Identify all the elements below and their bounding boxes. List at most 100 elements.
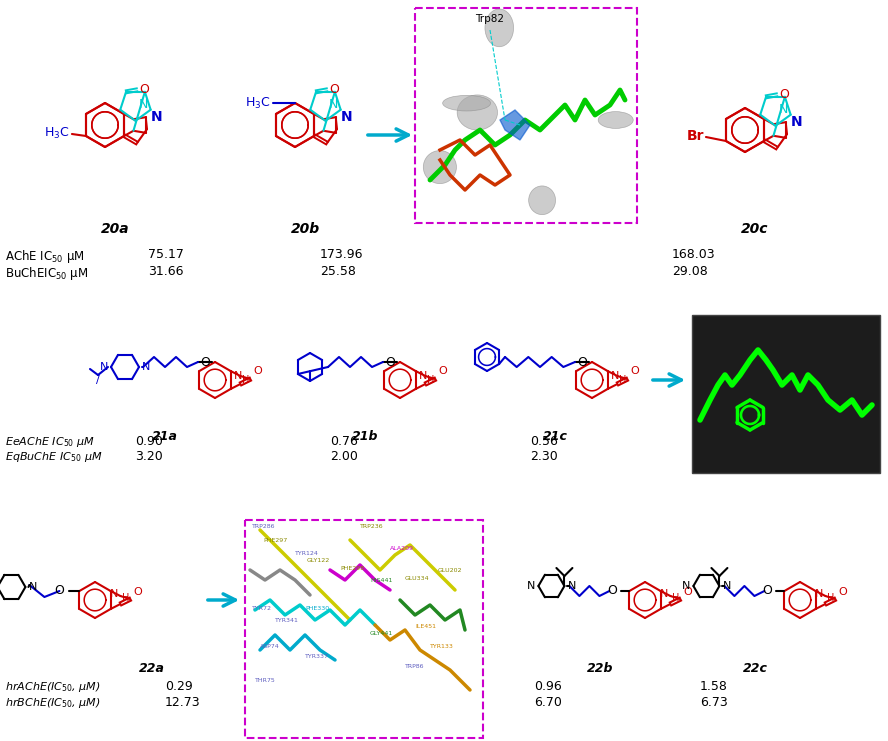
Text: Br: Br [686, 129, 704, 143]
Text: AChE IC$_{50}$ μM: AChE IC$_{50}$ μM [5, 248, 84, 265]
Text: H: H [123, 593, 130, 603]
Text: PHE330: PHE330 [305, 606, 329, 611]
Text: N: N [611, 371, 620, 381]
Text: HIS441: HIS441 [370, 578, 392, 583]
Ellipse shape [457, 95, 497, 130]
Text: O: O [630, 366, 639, 376]
Text: /: / [96, 375, 99, 385]
Text: N: N [723, 581, 731, 591]
Text: ASP74: ASP74 [260, 644, 280, 649]
Text: H: H [427, 375, 435, 385]
Text: 6.73: 6.73 [700, 696, 728, 709]
Text: O: O [200, 356, 210, 368]
Text: O: O [779, 88, 789, 102]
Text: 29.08: 29.08 [672, 265, 708, 278]
Text: O: O [439, 366, 448, 376]
Text: N: N [329, 98, 338, 111]
Text: Trp82: Trp82 [475, 14, 504, 24]
Text: TYR341: TYR341 [275, 618, 299, 623]
Text: N: N [791, 115, 803, 129]
Text: 20a: 20a [100, 222, 130, 236]
Text: 22c: 22c [742, 662, 767, 675]
Text: N: N [234, 371, 242, 381]
Text: O: O [577, 356, 587, 368]
Text: 20c: 20c [741, 222, 769, 236]
Text: 3.20: 3.20 [135, 450, 163, 463]
FancyBboxPatch shape [415, 8, 637, 223]
Text: GLY441: GLY441 [370, 631, 393, 636]
Text: GLY122: GLY122 [307, 558, 330, 563]
Text: $hr$AChE(IC$_{50}$, μM): $hr$AChE(IC$_{50}$, μM) [5, 680, 100, 694]
Text: GLU334: GLU334 [405, 576, 430, 581]
Text: GLU202: GLU202 [438, 568, 463, 573]
Text: H$_3$C: H$_3$C [44, 125, 70, 141]
Text: 21c: 21c [543, 430, 567, 443]
Text: O: O [253, 366, 262, 376]
Bar [692, 315, 880, 473]
Text: N: N [142, 362, 150, 372]
Text: H: H [620, 375, 627, 385]
Text: 0.29: 0.29 [165, 680, 193, 693]
Text: O: O [385, 356, 395, 368]
Text: 12.73: 12.73 [165, 696, 201, 709]
Text: TYR124: TYR124 [295, 551, 319, 556]
Ellipse shape [599, 112, 633, 128]
Text: N: N [139, 98, 148, 111]
Text: $Eq$BuChE IC$_{50}$ μM: $Eq$BuChE IC$_{50}$ μM [5, 450, 102, 464]
Text: N: N [527, 581, 535, 591]
Text: O: O [763, 585, 773, 597]
Ellipse shape [424, 150, 456, 184]
Text: 20b: 20b [290, 222, 320, 236]
Text: O: O [54, 585, 65, 597]
Text: TRP236: TRP236 [360, 524, 384, 529]
Text: N: N [419, 371, 428, 381]
Text: 75.17: 75.17 [148, 248, 184, 261]
Text: BuChEIC$_{50}$ μM: BuChEIC$_{50}$ μM [5, 265, 89, 282]
Text: 31.66: 31.66 [148, 265, 184, 278]
Text: TYR133: TYR133 [430, 644, 454, 649]
Text: O: O [329, 83, 339, 96]
Text: ALA209: ALA209 [390, 546, 414, 551]
Text: 0.76: 0.76 [330, 435, 358, 448]
Text: N: N [341, 110, 353, 124]
Text: ILE451: ILE451 [415, 624, 436, 629]
Text: 6.70: 6.70 [534, 696, 562, 709]
Text: N: N [99, 362, 108, 372]
Text: 0.90: 0.90 [135, 435, 163, 448]
Text: 21b: 21b [352, 430, 378, 443]
Text: TRP86: TRP86 [405, 664, 424, 669]
Text: N: N [779, 103, 789, 116]
Text: H: H [672, 593, 680, 603]
Text: 25.58: 25.58 [320, 265, 356, 278]
Text: N: N [567, 581, 575, 591]
Bar [417, 10, 635, 221]
Ellipse shape [442, 96, 490, 111]
Text: O: O [838, 587, 847, 597]
Text: O: O [133, 587, 142, 597]
Text: 1.58: 1.58 [700, 680, 728, 693]
Text: 2.30: 2.30 [530, 450, 558, 463]
Text: N: N [682, 581, 690, 591]
Text: PHE297: PHE297 [263, 538, 287, 543]
Text: H$_3$C: H$_3$C [245, 96, 271, 110]
Text: N: N [815, 589, 823, 599]
Text: $Ee$AChE IC$_{50}$ μM: $Ee$AChE IC$_{50}$ μM [5, 435, 95, 449]
Ellipse shape [485, 9, 513, 47]
Polygon shape [500, 110, 530, 140]
Text: N: N [660, 589, 669, 599]
Text: TRP286: TRP286 [252, 524, 275, 529]
Bar [247, 522, 481, 736]
Text: 0.56: 0.56 [530, 435, 558, 448]
Text: 21a: 21a [152, 430, 178, 443]
Text: O: O [607, 585, 617, 597]
Text: H: H [242, 375, 250, 385]
Text: 168.03: 168.03 [672, 248, 716, 261]
Text: H: H [828, 593, 835, 603]
Text: O: O [139, 83, 149, 96]
Text: 2.00: 2.00 [330, 450, 358, 463]
FancyBboxPatch shape [245, 520, 483, 738]
Text: 0.96: 0.96 [534, 680, 562, 693]
Text: $hr$BChE(IC$_{50}$, μM): $hr$BChE(IC$_{50}$, μM) [5, 696, 100, 710]
Text: TYR337: TYR337 [305, 654, 329, 659]
Text: PHE298: PHE298 [340, 566, 364, 571]
